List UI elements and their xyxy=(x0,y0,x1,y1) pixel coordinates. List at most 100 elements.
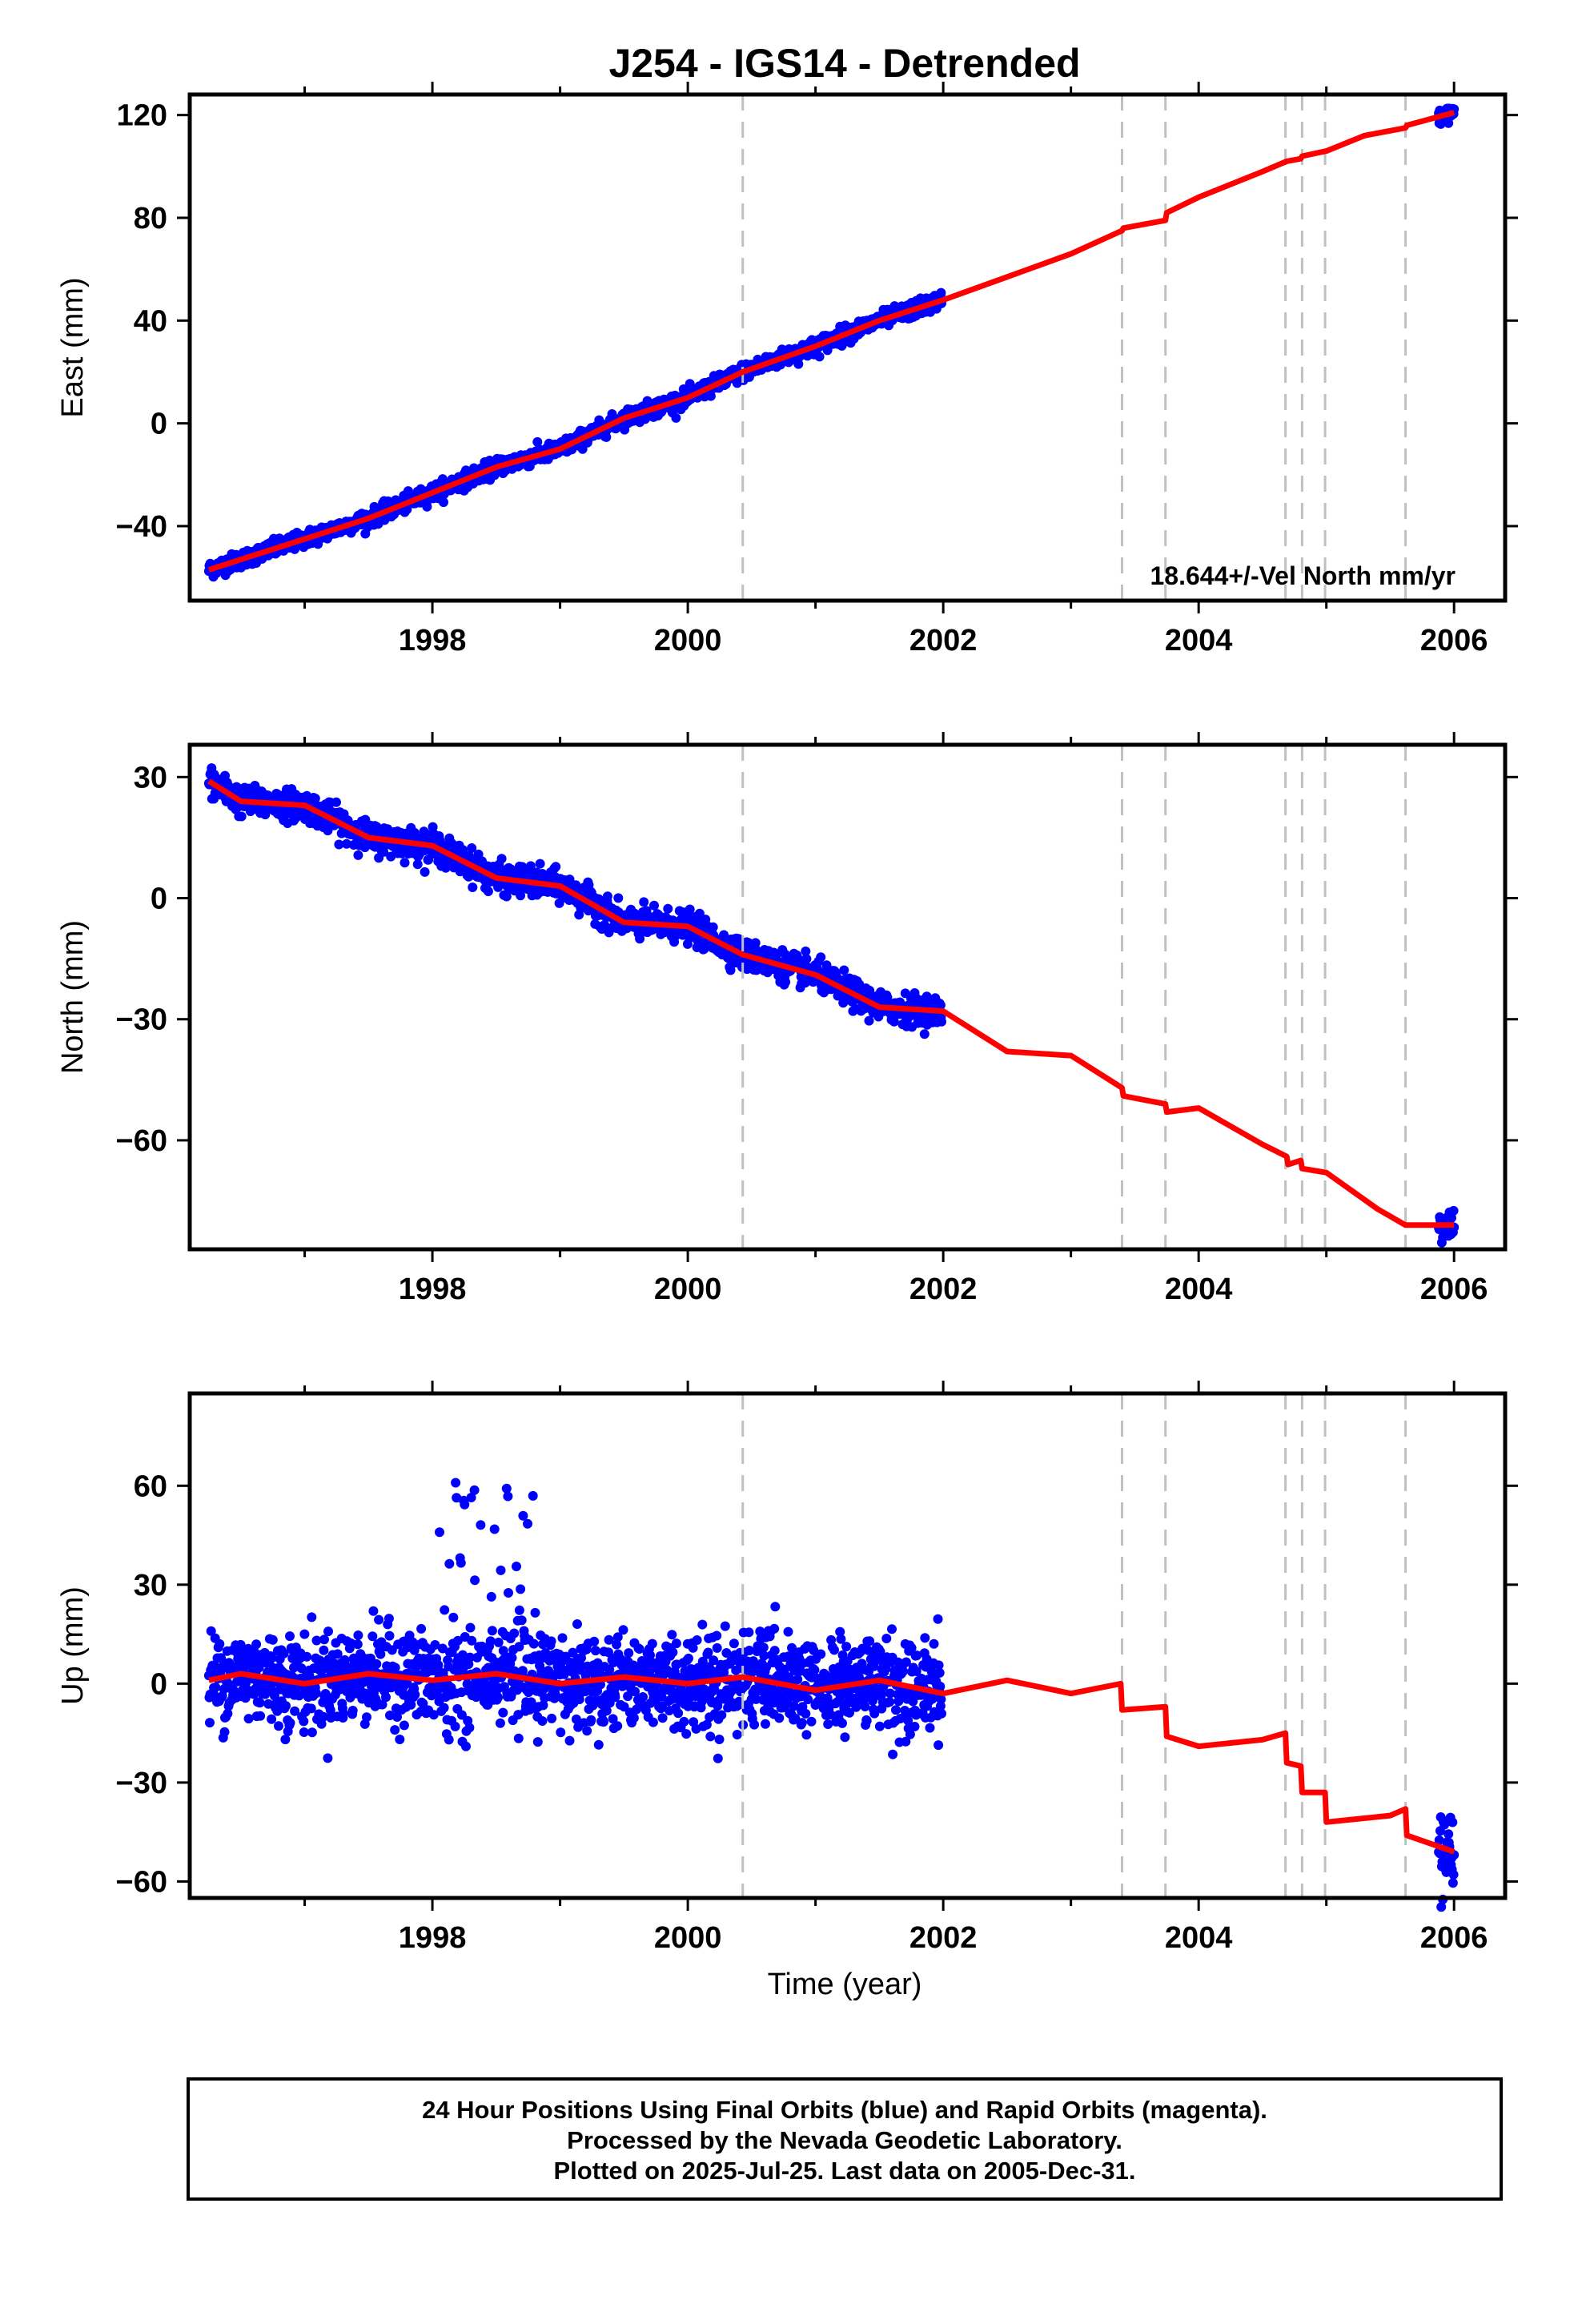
data-point xyxy=(339,1708,348,1719)
data-point xyxy=(881,1634,892,1643)
data-point xyxy=(470,1575,480,1586)
data-point xyxy=(307,1727,317,1738)
data-point xyxy=(323,1626,333,1637)
east-model-line xyxy=(207,110,1456,573)
data-point xyxy=(586,1715,596,1725)
data-point xyxy=(456,1558,466,1568)
up-observations xyxy=(203,1478,1460,1912)
data-point xyxy=(409,1645,420,1655)
data-point xyxy=(750,1684,761,1695)
data-point xyxy=(513,1710,524,1720)
data-point xyxy=(673,1708,684,1719)
data-point xyxy=(937,1016,946,1027)
data-point xyxy=(712,1630,722,1641)
data-point xyxy=(537,1716,548,1726)
data-point xyxy=(935,1000,946,1011)
data-point xyxy=(705,1731,716,1742)
data-point xyxy=(395,1735,405,1744)
data-point xyxy=(749,1719,760,1730)
data-point xyxy=(547,1713,557,1723)
data-point xyxy=(435,1527,444,1538)
x-tick-label: 2000 xyxy=(654,624,722,657)
y-tick-label: 0 xyxy=(151,883,167,916)
data-point xyxy=(816,1649,826,1659)
data-point xyxy=(639,897,649,907)
data-point xyxy=(219,1727,230,1737)
data-point xyxy=(841,1642,852,1652)
data-point xyxy=(408,1637,418,1647)
data-point xyxy=(532,436,543,447)
data-point xyxy=(759,1651,769,1661)
data-point xyxy=(535,858,545,869)
x-tick-label: 2006 xyxy=(1420,1273,1488,1306)
data-point xyxy=(465,1652,475,1663)
data-point xyxy=(864,1015,874,1026)
data-point xyxy=(601,1706,612,1716)
data-point xyxy=(845,1707,854,1718)
data-point xyxy=(319,1634,329,1645)
data-point xyxy=(608,1714,618,1724)
data-point xyxy=(516,1584,526,1594)
data-point xyxy=(353,850,363,860)
data-point xyxy=(717,1710,727,1720)
data-point xyxy=(496,854,507,864)
data-point xyxy=(485,1636,496,1647)
data-point xyxy=(774,1713,785,1723)
data-point xyxy=(412,859,423,870)
data-point xyxy=(1443,118,1454,128)
data-point xyxy=(538,1700,548,1711)
data-point xyxy=(347,1706,358,1715)
data-point xyxy=(919,1029,930,1039)
data-point xyxy=(647,1638,657,1649)
data-point xyxy=(439,497,448,508)
data-point xyxy=(267,1653,277,1663)
data-point xyxy=(422,501,432,512)
data-point xyxy=(469,1485,480,1495)
data-point xyxy=(634,1644,644,1654)
east-y-axis-label: East (mm) xyxy=(56,277,90,417)
data-point xyxy=(466,1493,476,1502)
data-point xyxy=(701,1719,712,1730)
data-point xyxy=(483,887,493,896)
data-point xyxy=(323,1753,333,1763)
data-point xyxy=(465,1622,476,1633)
data-point xyxy=(532,1737,543,1747)
data-point xyxy=(758,1642,769,1653)
data-point xyxy=(528,1490,538,1501)
data-point xyxy=(329,1659,339,1668)
data-point xyxy=(294,1691,304,1701)
data-point xyxy=(684,1653,693,1663)
data-point xyxy=(375,1649,386,1659)
data-point xyxy=(416,1623,427,1634)
data-point xyxy=(712,1642,722,1653)
north-event-lines xyxy=(741,745,1407,1249)
data-point xyxy=(801,1708,811,1719)
data-point xyxy=(460,1499,470,1510)
y-tick-label: 120 xyxy=(117,99,167,133)
data-point xyxy=(437,1643,448,1654)
data-point xyxy=(600,920,609,930)
data-point xyxy=(498,1707,508,1718)
data-point xyxy=(385,1711,395,1720)
x-tick-label: 1998 xyxy=(399,1273,467,1306)
data-point xyxy=(889,1016,899,1027)
data-point xyxy=(729,1638,739,1649)
x-tick-label: 2002 xyxy=(909,1273,978,1306)
data-point xyxy=(452,1635,463,1646)
x-tick-label: 2000 xyxy=(654,1273,722,1306)
data-point xyxy=(770,1602,781,1612)
data-point xyxy=(697,1619,708,1630)
data-point xyxy=(571,1714,581,1724)
x-tick-label: 2004 xyxy=(1165,1273,1233,1306)
data-point xyxy=(451,1478,461,1488)
data-point xyxy=(551,1691,561,1701)
data-point xyxy=(251,1639,262,1650)
data-point xyxy=(612,1639,622,1650)
data-point xyxy=(296,1663,307,1674)
data-point xyxy=(744,1627,754,1638)
data-point xyxy=(797,1718,807,1728)
data-point xyxy=(769,1623,780,1634)
data-point xyxy=(781,977,791,987)
data-point xyxy=(352,1639,363,1650)
